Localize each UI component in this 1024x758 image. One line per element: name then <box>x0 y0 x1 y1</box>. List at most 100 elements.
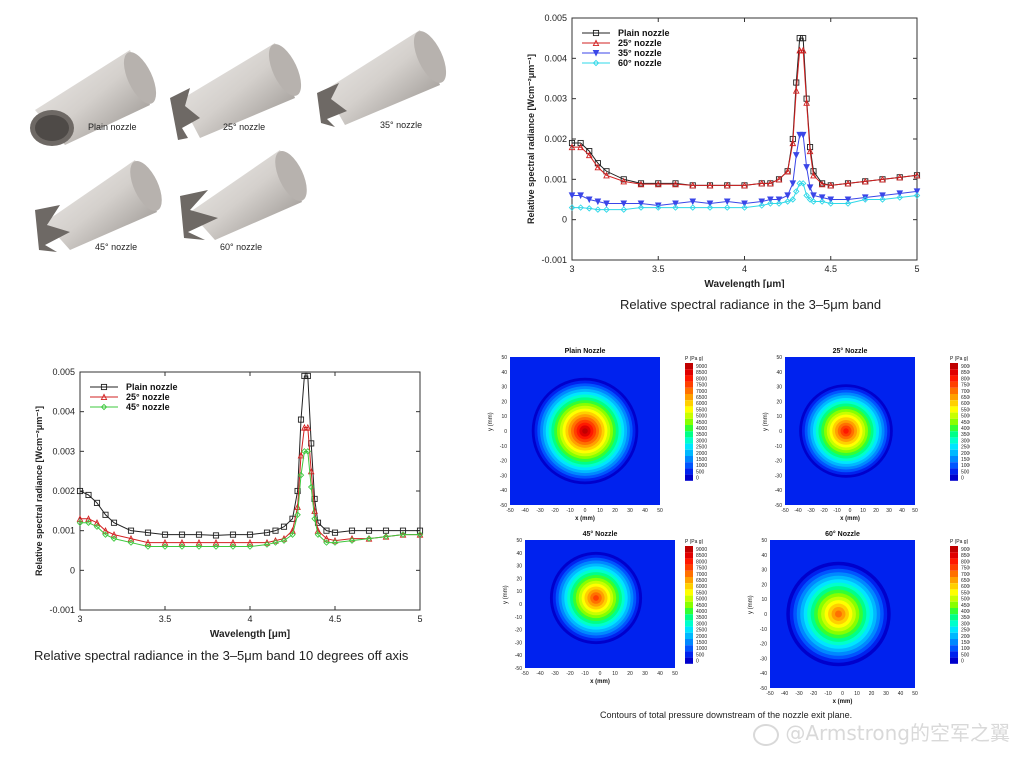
data-point <box>793 188 800 195</box>
colorbar-swatch <box>685 437 693 444</box>
contour-y-tick: -10 <box>500 444 507 450</box>
x-axis-label: Wavelength [μm] <box>704 279 784 288</box>
contour-x-tick: 0 <box>599 671 602 677</box>
colorbar-label: 2500 <box>961 628 970 634</box>
colorbar-label: 1500 <box>961 640 970 646</box>
colorbar-label: 7500 <box>696 383 707 389</box>
colorbar-swatch <box>950 570 958 577</box>
colorbar-swatch <box>685 564 693 571</box>
colorbar-label: 8000 <box>696 376 707 382</box>
contour-title: 45° Nozzle <box>583 530 618 538</box>
contour-x-tick: 10 <box>597 508 603 514</box>
colorbar-swatch <box>950 456 958 463</box>
colorbar-label: 2500 <box>696 628 707 634</box>
data-point <box>195 543 203 550</box>
data-point <box>723 198 731 206</box>
contour-y-tick: 50 <box>761 538 767 544</box>
colorbar-swatch <box>685 620 693 627</box>
colorbar-swatch <box>685 418 693 425</box>
colorbar-swatch <box>685 406 693 413</box>
colorbar-swatch <box>950 375 958 382</box>
legend-label: Plain nozzle <box>126 382 178 392</box>
contour-y-label: y (mm) <box>503 585 509 604</box>
contour-x-label: x (mm) <box>575 516 595 522</box>
contour-x-tick: 30 <box>642 671 648 677</box>
data-point <box>818 198 826 205</box>
data-point <box>568 139 576 147</box>
colorbar-label: 0 <box>961 476 964 482</box>
colorbar-label: 7000 <box>696 389 707 395</box>
data-point <box>323 527 330 534</box>
data-point <box>706 200 714 208</box>
data-point <box>818 194 826 202</box>
series-line <box>80 427 420 544</box>
contour-y-tick: -10 <box>515 615 522 621</box>
contour-y-tick: 20 <box>761 582 767 588</box>
x-axis-label: Wavelength [μm] <box>210 629 290 640</box>
data-point <box>246 543 254 550</box>
data-point <box>304 448 312 455</box>
colorbar-swatch <box>685 381 693 388</box>
nozzle-label-plain: Plain nozzle <box>88 122 137 132</box>
contour-y-tick: -30 <box>760 656 767 662</box>
colorbar-swatch <box>950 626 958 633</box>
colorbar-label: 4000 <box>696 426 707 432</box>
colorbar-swatch <box>950 474 958 481</box>
contour-y-tick: 40 <box>761 553 767 559</box>
contour-y-tick: -40 <box>500 488 507 494</box>
data-point <box>818 180 826 188</box>
data-point <box>195 531 203 538</box>
contour-y-label: y (mm) <box>763 412 769 431</box>
nozzle-label-35: 35° nozzle <box>380 120 423 130</box>
contour-x-tick: 40 <box>899 508 905 514</box>
colorbar-label: 5500 <box>961 407 970 413</box>
y-axis-label: Relative spectral radiance [Wcm⁻²μm⁻¹] <box>34 406 44 576</box>
data-point <box>195 538 203 546</box>
contour-y-tick: -20 <box>760 642 767 648</box>
contour-x-tick: 20 <box>612 508 618 514</box>
data-point <box>246 531 254 538</box>
x-tick-label: 4.5 <box>329 614 342 624</box>
colorbar-label: 4000 <box>961 426 970 432</box>
data-point <box>803 164 810 171</box>
data-point <box>784 167 791 175</box>
data-point <box>806 184 814 192</box>
colorbar-swatch <box>950 443 958 450</box>
x-tick-label: 5 <box>417 614 422 624</box>
colorbar-label: 5500 <box>696 407 707 413</box>
data-point <box>827 196 835 204</box>
colorbar-swatch <box>685 601 693 608</box>
data-point <box>102 511 109 518</box>
45-nozzle-icon <box>35 160 162 252</box>
colorbar-label: 5000 <box>696 414 707 420</box>
data-point <box>314 531 322 538</box>
data-point <box>913 188 921 196</box>
series-line <box>79 375 420 536</box>
data-point <box>603 171 610 179</box>
data-point <box>577 139 584 147</box>
colorbar-label: 2000 <box>696 634 707 640</box>
contour-x-tick: 10 <box>612 671 618 677</box>
data-point <box>263 541 271 548</box>
legend-marker <box>592 39 600 47</box>
colorbar-label: 5000 <box>696 597 707 603</box>
contour-x-tick: -40 <box>794 508 801 514</box>
contour-y-tick: 30 <box>776 385 782 391</box>
contour-x-tick: -20 <box>810 691 817 697</box>
data-point <box>294 487 301 495</box>
contour-x-tick: 30 <box>627 508 633 514</box>
y-tick-label: 0.003 <box>52 446 75 456</box>
data-point <box>304 372 311 380</box>
data-point <box>672 180 679 188</box>
data-point <box>229 531 237 538</box>
contour-y-tick: -30 <box>500 473 507 479</box>
data-point <box>76 487 84 495</box>
y-axis-label: Relative spectral radiance [Wcm⁻²μm⁻¹] <box>526 54 536 224</box>
nozzle-label-45: 45° nozzle <box>95 242 138 252</box>
x-tick-label: 3 <box>77 614 82 624</box>
data-point <box>144 529 152 536</box>
data-point <box>879 196 886 203</box>
data-point <box>144 538 152 546</box>
colorbar-swatch <box>685 577 693 584</box>
contour-x-tick: 0 <box>584 508 587 514</box>
